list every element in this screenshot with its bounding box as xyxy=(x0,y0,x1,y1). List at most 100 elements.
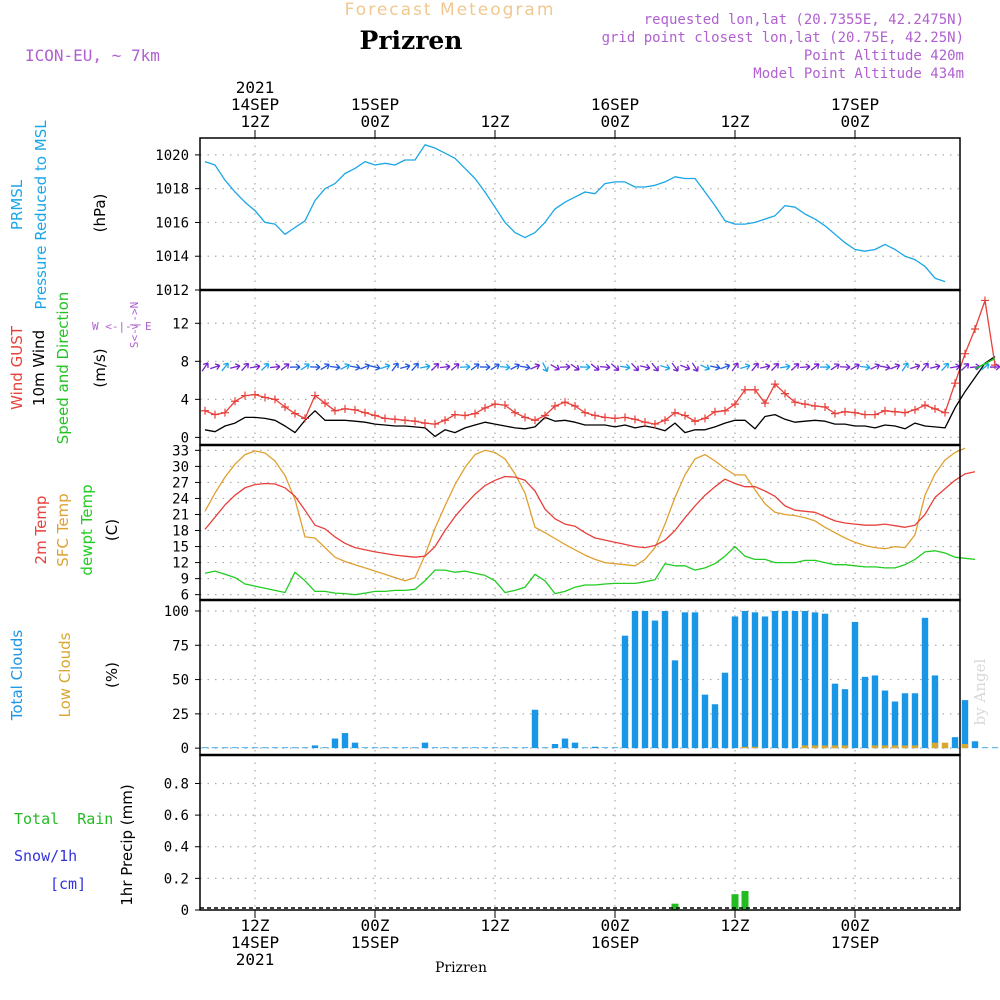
total-cloud-bar xyxy=(211,747,219,749)
gust-point xyxy=(321,399,329,408)
wind-arrow-shape xyxy=(309,363,321,371)
total-cloud-bar xyxy=(711,704,719,749)
gust-point xyxy=(501,401,509,410)
gust-point xyxy=(461,411,469,420)
gust-point xyxy=(551,402,559,411)
wind-arrow-shape xyxy=(660,364,671,371)
gust-point xyxy=(591,411,599,420)
wind-arrow-shape xyxy=(901,362,909,372)
total-cloud-bar xyxy=(681,612,689,749)
wind-arrow-shape xyxy=(490,363,500,371)
tick-label-clouds: 100 xyxy=(164,604,189,620)
tick-label-precip: 0 xyxy=(181,903,189,919)
total-cloud-bar xyxy=(541,747,549,749)
wind-arrow-shape xyxy=(229,363,241,371)
wind-arrow-shape xyxy=(799,363,811,371)
total-cloud-bar xyxy=(471,747,479,749)
gust-point xyxy=(451,410,459,419)
wind-arrow-shape xyxy=(369,363,381,371)
wind-arrow xyxy=(459,363,471,371)
footer-station: Prizren xyxy=(435,960,487,976)
wind-arrow-shape xyxy=(989,363,1000,371)
total-cloud-bar xyxy=(381,747,389,749)
wind-arrow-shape xyxy=(269,363,281,371)
total-cloud-bar xyxy=(331,738,339,749)
wind-arrow xyxy=(740,363,751,370)
wind-arrow-shape xyxy=(411,362,419,372)
gust-point xyxy=(341,404,349,413)
tick-label-temp: 24 xyxy=(172,491,189,507)
wind-arrow xyxy=(839,363,851,371)
wind-arrow xyxy=(751,362,759,372)
total-cloud-bar xyxy=(241,747,249,749)
wind-arrow-shape xyxy=(579,363,591,371)
precip-axis-label: 1hr Precip (mm) xyxy=(118,784,136,905)
temp-dew-label: dewpt Temp xyxy=(78,484,96,575)
wind-arrow-shape xyxy=(329,363,341,371)
time-label-bottom: 2021 xyxy=(236,950,275,969)
gust-point xyxy=(981,296,989,305)
wind-arrow xyxy=(570,363,580,371)
wind-arrow xyxy=(929,363,941,371)
tick-label-pressure: 1018 xyxy=(155,182,189,198)
total-cloud-bar xyxy=(861,676,869,749)
gust-point xyxy=(721,406,729,415)
wind-arrow-shape xyxy=(530,363,541,370)
total-cloud-bar xyxy=(591,746,599,749)
wind-arrow-shape xyxy=(751,362,759,372)
grid-lines xyxy=(195,130,960,918)
gust-point xyxy=(921,401,929,410)
total-cloud-bar xyxy=(551,744,559,749)
tick-label-temp: 21 xyxy=(172,507,189,523)
gust-point xyxy=(931,404,939,413)
total-cloud-bar xyxy=(631,610,639,749)
time-label-top: 15SEP xyxy=(351,95,399,114)
gust-point xyxy=(301,414,309,423)
wind-arrow xyxy=(859,363,871,371)
wind-arrow-shape xyxy=(550,363,560,371)
total-cloud-bar xyxy=(911,693,919,749)
gust-point xyxy=(351,405,359,414)
total-cloud-bar xyxy=(751,612,759,749)
wind-arrow-shape xyxy=(949,363,961,371)
wind-speed-end xyxy=(974,357,996,370)
wind-arrow xyxy=(309,363,321,371)
gust-point xyxy=(511,408,519,417)
total-cloud-bar xyxy=(621,635,629,749)
info-model-altitude: Model Point Altitude 434m xyxy=(753,66,964,82)
wind-arrow-shape xyxy=(960,362,970,371)
tick-label-pressure: 1016 xyxy=(155,215,189,231)
total-cloud-bar xyxy=(391,747,399,749)
total-cloud-bar xyxy=(441,747,449,749)
gust-point xyxy=(851,408,859,417)
total-cloud-bar xyxy=(741,610,749,749)
wind-arrow xyxy=(960,362,970,371)
low-cloud-bar xyxy=(751,746,759,749)
wind-arrow xyxy=(771,362,780,372)
wind-arrow-shape xyxy=(810,363,820,371)
wind-arrow xyxy=(901,362,909,372)
total-cloud-bar xyxy=(691,612,699,749)
total-cloud-bar xyxy=(261,747,269,749)
wind-arrow-shape xyxy=(830,363,840,371)
low-cloud-bar xyxy=(811,745,819,749)
total-cloud-bar xyxy=(601,747,609,749)
wind-arrow-shape xyxy=(542,362,549,373)
wind-arrow-shape xyxy=(430,362,440,371)
total-cloud-bar xyxy=(651,620,659,749)
total-cloud-bar xyxy=(271,747,279,749)
low-cloud-bar xyxy=(841,745,849,749)
info-point-altitude: Point Altitude 420m xyxy=(804,48,964,64)
total-cloud-bar xyxy=(891,701,899,749)
sfc-temp-line xyxy=(204,447,966,582)
gust-point xyxy=(391,415,399,424)
wind-arrow-shape xyxy=(380,363,391,370)
gust-point xyxy=(951,379,959,388)
gust-point xyxy=(241,391,249,400)
wind-arrow xyxy=(700,364,711,371)
rain-bar xyxy=(671,903,679,910)
low-cloud-bar xyxy=(881,745,889,749)
gust-point xyxy=(801,400,809,409)
time-label-top: 12Z xyxy=(241,112,270,131)
